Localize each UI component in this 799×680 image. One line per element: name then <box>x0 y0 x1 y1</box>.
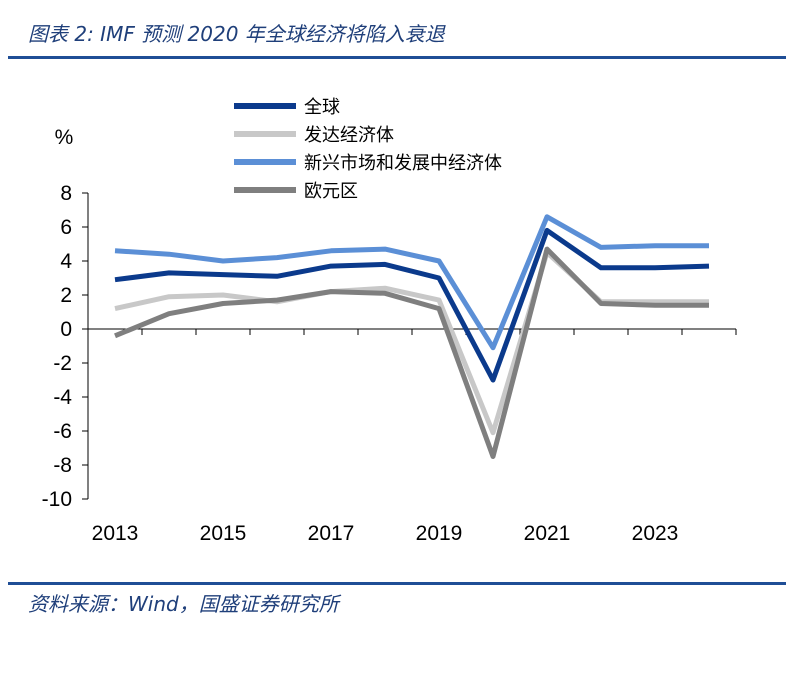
figure-title: 图表 2: IMF 预测 2020 年全球经济将陷入衰退 <box>28 22 445 46</box>
legend-label-1: 发达经济体 <box>304 125 394 146</box>
x-tick-label: 2019 <box>416 522 463 545</box>
y-tick-label: 0 <box>60 318 72 341</box>
y-tick-label: -6 <box>53 420 72 443</box>
x-tick-label: 2021 <box>524 522 571 545</box>
y-tick-label: 8 <box>60 182 72 205</box>
x-tick-label: 2017 <box>308 522 355 545</box>
y-tick-label: -2 <box>53 352 72 375</box>
series-line-1 <box>114 250 709 436</box>
y-tick-label: 6 <box>60 216 72 239</box>
top-rule <box>8 56 786 59</box>
legend-label-3: 欧元区 <box>304 181 358 202</box>
x-tick-label: 2013 <box>92 522 139 545</box>
x-tick-label: 2015 <box>200 522 247 545</box>
y-tick-label: -8 <box>53 454 72 477</box>
y-axis-label: % <box>55 126 74 149</box>
bottom-rule <box>8 582 786 585</box>
legend-label-2: 新兴市场和发展中经济体 <box>304 153 502 174</box>
y-tick-label: -4 <box>53 386 72 409</box>
chart-axes: 8 6 4 2 0 -2 -4 -6 -8 -10% 2013 2015 2017 2019 2021 202… <box>42 126 737 545</box>
chart-series <box>114 214 710 459</box>
y-tick-label: 2 <box>60 284 72 307</box>
series-line-0 <box>114 227 710 383</box>
series-line-2 <box>114 214 709 351</box>
x-tick-label: 2023 <box>632 522 679 545</box>
source-note: 资料来源：Wind，国盛证券研究所 <box>28 592 339 616</box>
y-tick-label: -10 <box>42 488 72 511</box>
legend-label-0: 全球 <box>304 97 340 118</box>
series-line-3 <box>114 246 709 459</box>
y-tick-label: 4 <box>60 250 72 273</box>
line-chart: 8 6 4 2 0 -2 -4 -6 -8 -10% 2013 2015 2017 2019 2021 202… <box>42 97 737 545</box>
